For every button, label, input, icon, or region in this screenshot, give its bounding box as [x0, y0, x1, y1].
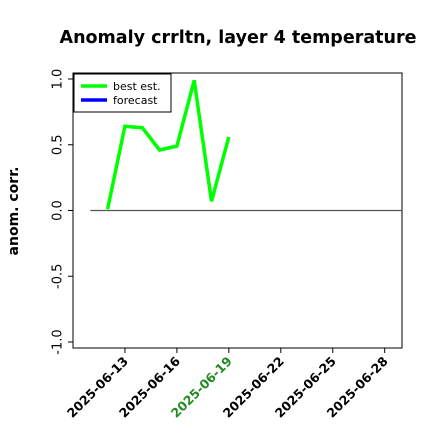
legend-label-best-est: best est. — [113, 80, 161, 93]
y-tick-label: 1.0 — [51, 69, 66, 90]
legend-box — [73, 73, 172, 113]
y-axis-label: anom. corr. — [6, 167, 22, 256]
chart-title: Anomaly crrltn, layer 4 temperature — [60, 28, 417, 48]
x-axis: 2025-06-132025-06-162025-06-192025-06-22… — [64, 348, 391, 421]
y-tick-label: -0.5 — [51, 264, 66, 289]
legend: best est. forecast — [73, 73, 172, 113]
legend-label-forecast: forecast — [113, 94, 158, 107]
y-axis: -1.0 -0.5 0.0 0.5 1.0 — [51, 69, 73, 355]
series-layer — [105, 79, 231, 210]
y-tick-label: 0.5 — [51, 134, 66, 155]
y-tick-label: -1.0 — [51, 329, 66, 354]
plot-area — [72, 72, 403, 349]
y-tick-label: 0.0 — [51, 200, 66, 221]
series-line-best-est — [105, 79, 231, 210]
